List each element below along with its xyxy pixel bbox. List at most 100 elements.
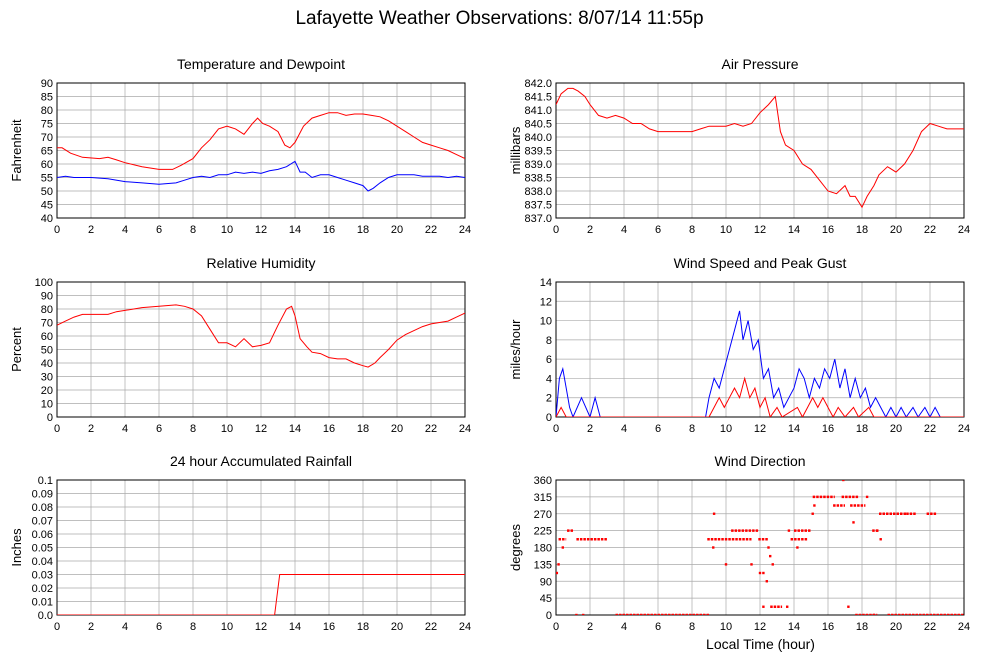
pressure-title: Air Pressure xyxy=(721,56,798,72)
rain-title: 24 hour Accumulated Rainfall xyxy=(170,453,352,469)
direction-point xyxy=(724,563,728,566)
x-tick-label: 20 xyxy=(890,621,902,633)
y-tick-label: 40 xyxy=(41,213,53,225)
x-tick-label: 2 xyxy=(88,621,94,633)
x-tick-label: 0 xyxy=(553,224,559,236)
direction-point xyxy=(762,605,765,608)
y-tick-label: 837.5 xyxy=(524,200,552,212)
direction-point xyxy=(561,546,564,549)
x-tick-label: 8 xyxy=(190,423,196,435)
x-tick-label: 12 xyxy=(754,423,766,435)
y-tick-label: 0.08 xyxy=(32,502,53,514)
x-tick-label: 12 xyxy=(754,621,766,633)
direction-point xyxy=(852,521,855,524)
y-tick-label: 100 xyxy=(35,277,53,289)
direction-point xyxy=(787,529,791,532)
x-tick-label: 0 xyxy=(54,621,60,633)
humidity-series-0 xyxy=(57,304,465,368)
direction-point xyxy=(879,538,882,541)
x-tick-label: 24 xyxy=(459,423,471,435)
x-tick-label: 24 xyxy=(958,621,970,633)
x-tick-label: 14 xyxy=(289,423,301,435)
y-tick-label: 0.05 xyxy=(32,543,53,555)
x-tick-label: 24 xyxy=(459,621,471,633)
y-tick-label: 0.07 xyxy=(32,516,53,528)
y-tick-label: 45 xyxy=(540,593,552,605)
y-tick-label: 270 xyxy=(534,509,552,521)
y-tick-label: 360 xyxy=(534,475,552,487)
y-tick-label: 0.04 xyxy=(32,556,53,568)
x-tick-label: 10 xyxy=(720,423,732,435)
x-tick-label: 16 xyxy=(822,224,834,236)
y-tick-label: 90 xyxy=(41,291,53,303)
direction-point xyxy=(811,512,814,515)
x-tick-label: 6 xyxy=(655,423,661,435)
x-tick-label: 22 xyxy=(425,621,437,633)
wind-title: Wind Speed and Peak Gust xyxy=(674,255,847,271)
y-tick-label: 20 xyxy=(41,385,53,397)
y-tick-label: 70 xyxy=(41,318,53,330)
direction-point xyxy=(847,605,850,608)
direction-point xyxy=(582,613,585,615)
y-tick-label: 838.5 xyxy=(524,173,552,185)
x-tick-label: 14 xyxy=(289,224,301,236)
temp-series-0 xyxy=(57,112,465,170)
x-tick-label: 20 xyxy=(391,423,403,435)
wind-series-0 xyxy=(556,310,964,417)
x-tick-label: 4 xyxy=(621,621,627,633)
direction-point xyxy=(876,529,879,532)
x-tick-label: 20 xyxy=(391,621,403,633)
direction-point xyxy=(758,571,762,575)
x-tick-label: 4 xyxy=(122,224,128,236)
x-tick-label: 18 xyxy=(856,423,868,435)
direction-point xyxy=(557,563,560,566)
direction-point xyxy=(813,504,816,507)
x-tick-label: 20 xyxy=(890,423,902,435)
y-tick-label: 841.0 xyxy=(524,105,552,117)
x-tick-label: 2 xyxy=(587,224,593,236)
x-tick-label: 18 xyxy=(357,423,369,435)
wind-ylabel: miles/hour xyxy=(508,319,523,380)
x-tick-label: 8 xyxy=(689,621,695,633)
direction-point xyxy=(712,512,716,515)
y-tick-label: 0 xyxy=(47,412,53,424)
direction-ylabel: degrees xyxy=(508,524,523,571)
x-tick-label: 22 xyxy=(425,224,437,236)
y-tick-label: 14 xyxy=(540,277,552,289)
x-tick-label: 24 xyxy=(958,224,970,236)
y-tick-label: 0.06 xyxy=(32,529,53,541)
x-tick-label: 14 xyxy=(289,621,301,633)
x-tick-label: 16 xyxy=(822,621,834,633)
y-tick-label: 2 xyxy=(546,393,552,405)
y-tick-label: 10 xyxy=(41,399,53,411)
y-tick-label: 80 xyxy=(41,105,53,117)
x-tick-label: 16 xyxy=(822,423,834,435)
direction-frame xyxy=(555,479,965,616)
direction-title: Wind Direction xyxy=(714,453,805,469)
direction-point xyxy=(556,571,559,575)
direction-point xyxy=(750,563,753,566)
x-tick-label: 16 xyxy=(323,224,335,236)
y-tick-label: 80 xyxy=(41,304,53,316)
x-tick-label: 4 xyxy=(122,423,128,435)
direction-point xyxy=(786,605,789,608)
y-tick-label: 840.5 xyxy=(524,119,552,131)
y-tick-label: 65 xyxy=(41,146,53,158)
x-tick-label: 22 xyxy=(425,423,437,435)
y-tick-label: 0.03 xyxy=(32,570,53,582)
y-tick-label: 0 xyxy=(546,610,552,622)
y-tick-label: 0.09 xyxy=(32,489,53,501)
x-tick-label: 4 xyxy=(621,224,627,236)
y-tick-label: 90 xyxy=(41,78,53,90)
temp-ylabel: Fahrenheit xyxy=(9,119,24,182)
y-tick-label: 85 xyxy=(41,92,53,104)
x-tick-label: 0 xyxy=(553,423,559,435)
direction-point xyxy=(865,495,869,499)
wind-series-1 xyxy=(556,376,964,417)
direction-point xyxy=(762,571,765,575)
y-tick-label: 0.02 xyxy=(32,583,53,595)
direction-point xyxy=(842,480,845,482)
